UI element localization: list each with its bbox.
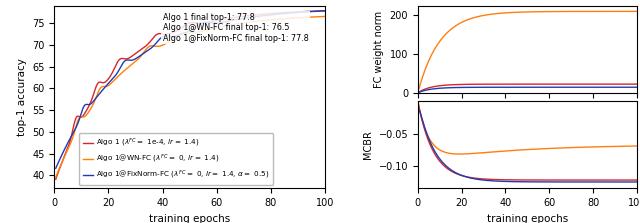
Legend: Algo 1 ($\lambda^{FC} = $ 1e-4, $lr = $ 1.4), Algo 1@WN-FC ($\lambda^{FC} = $ 0,: Algo 1 ($\lambda^{FC} = $ 1e-4, $lr = $ … (79, 134, 273, 185)
Text: Algo 1 final top-1: 77.8
Algo 1@WN-FC final top-1: 76.5
Algo 1@FixNorm-FC final : Algo 1 final top-1: 77.8 Algo 1@WN-FC fi… (163, 13, 308, 43)
Y-axis label: FC weight norm: FC weight norm (374, 10, 384, 88)
Y-axis label: MCBR: MCBR (363, 130, 373, 159)
X-axis label: training epochs: training epochs (486, 214, 568, 223)
X-axis label: training epochs: training epochs (149, 214, 230, 223)
Y-axis label: top-1 accuracy: top-1 accuracy (17, 58, 27, 136)
